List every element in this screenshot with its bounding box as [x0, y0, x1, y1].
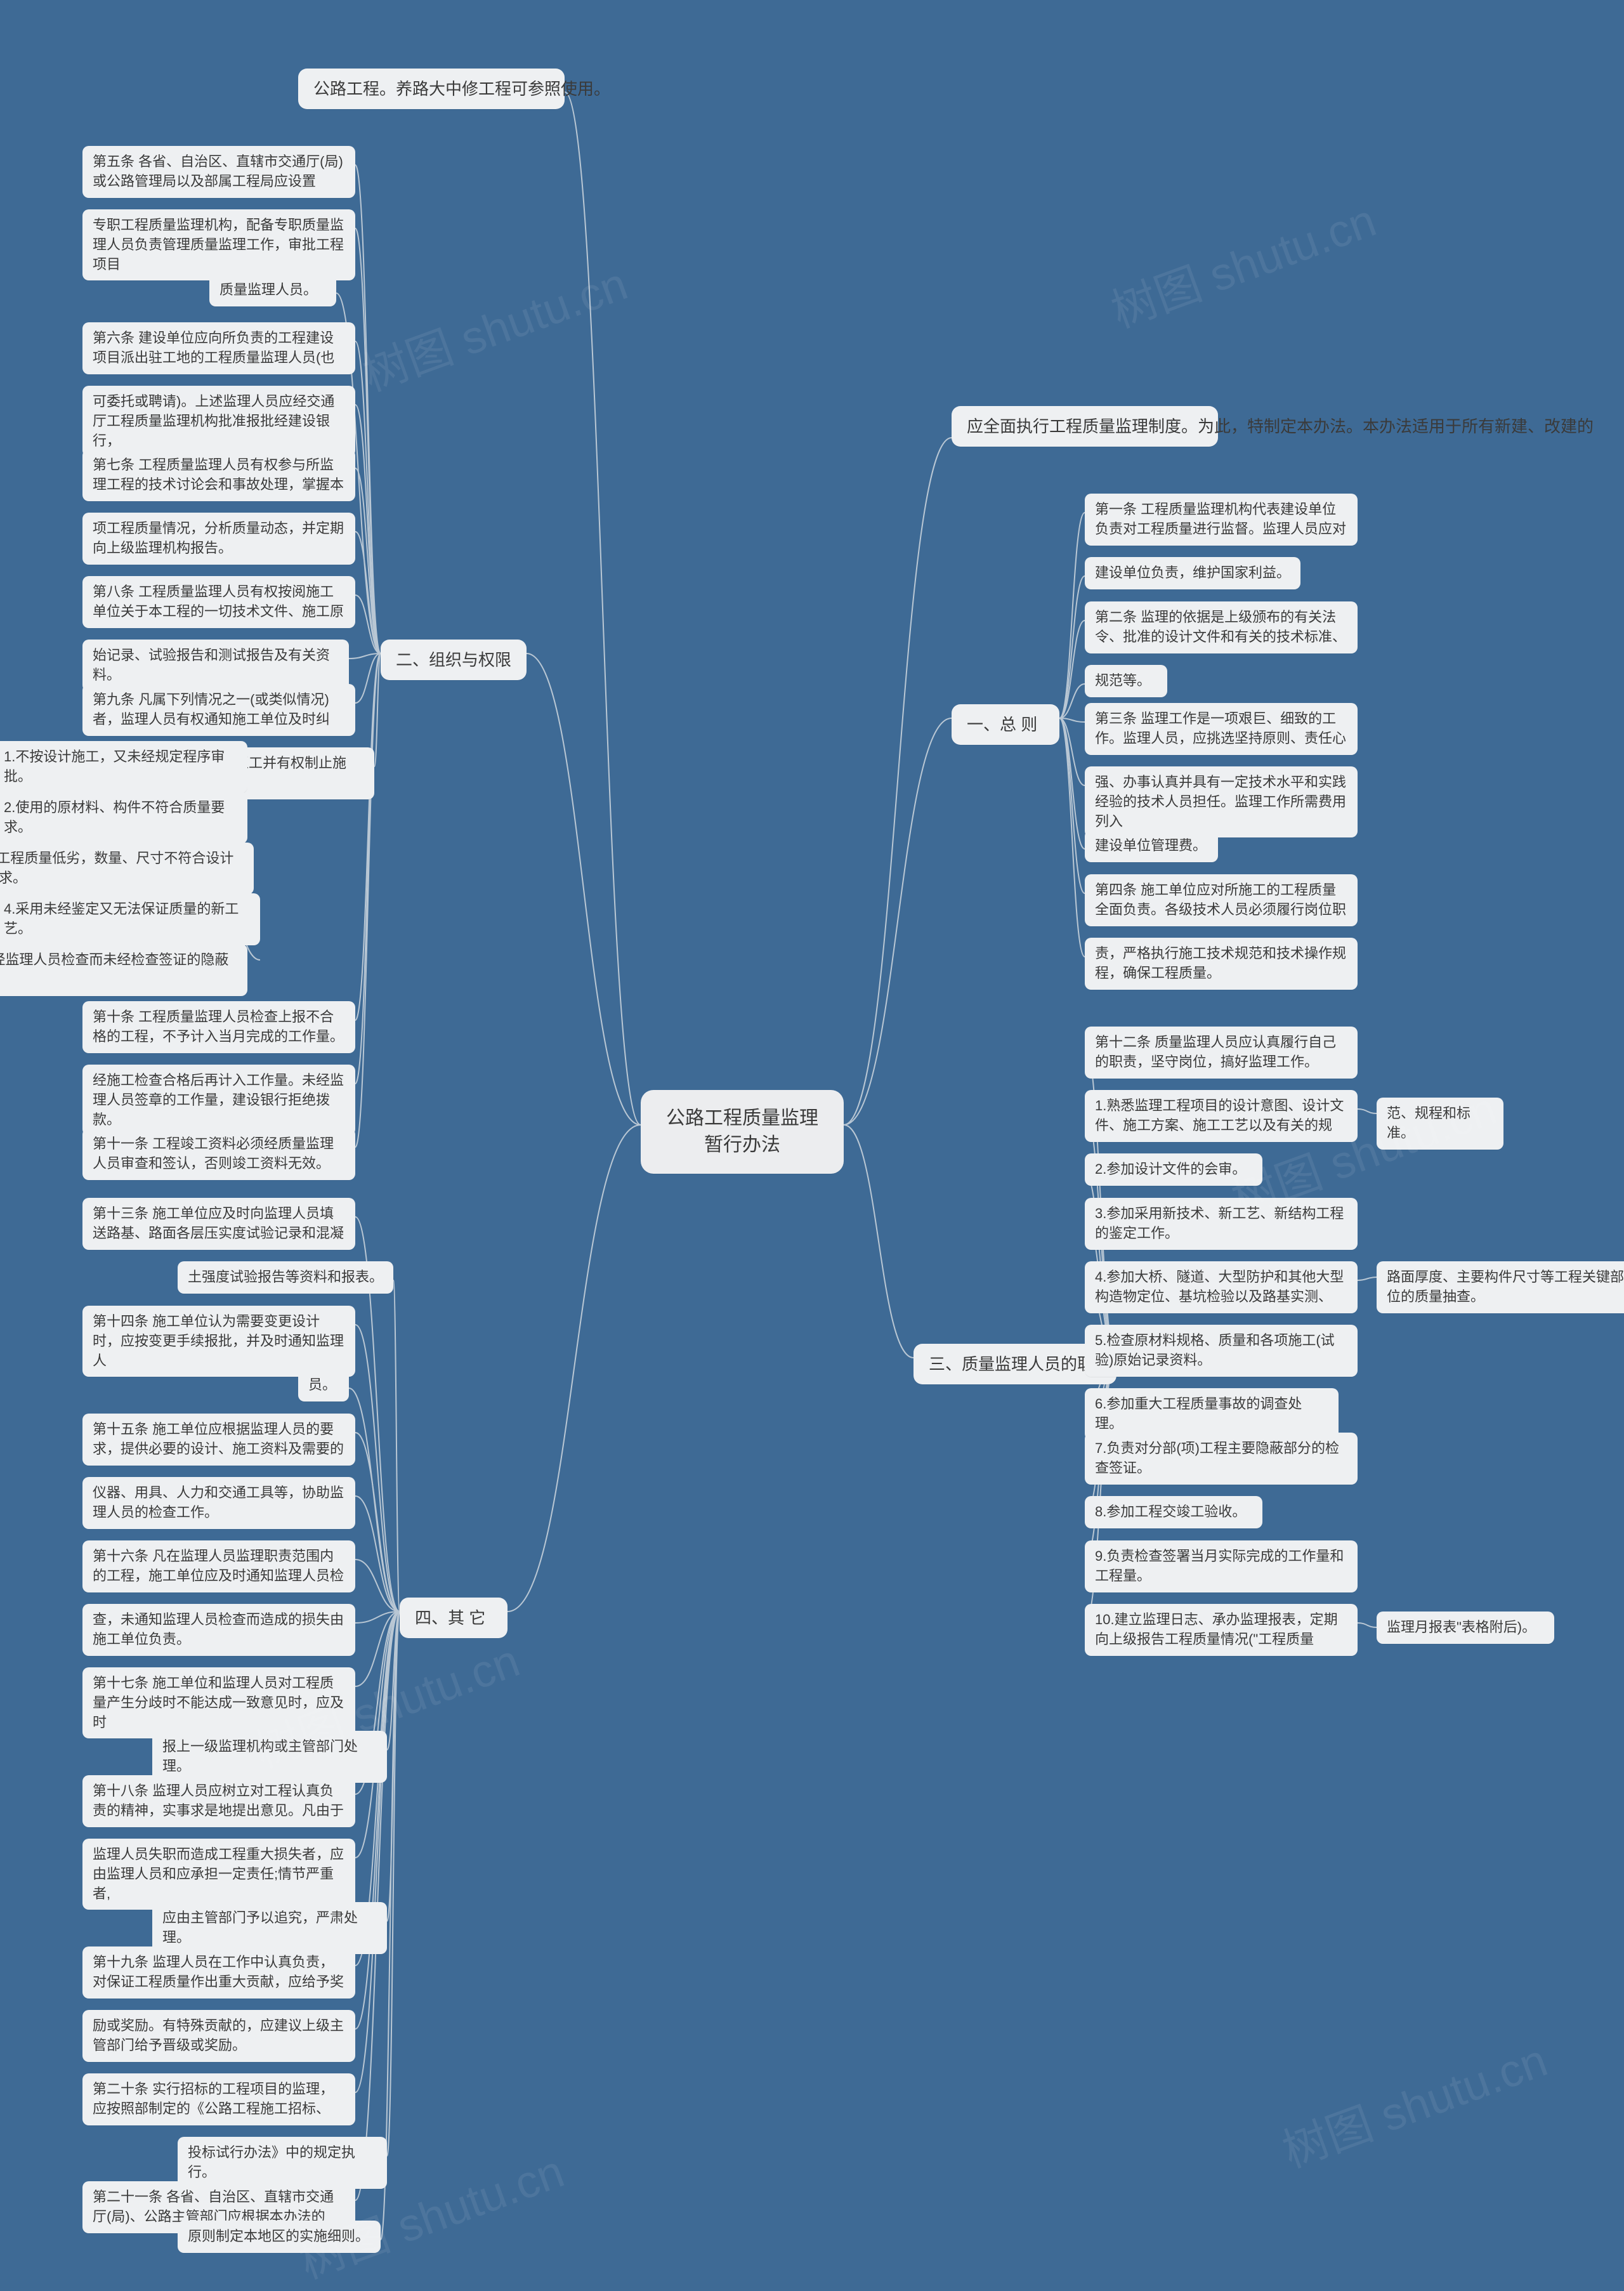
- b3-extra-0: 范、规程和标准。: [1377, 1098, 1503, 1150]
- b1-node-5: 强、办事认真并具有一定技术水平和实践经验的技术人员担任。监理工作所需费用列入: [1085, 766, 1358, 837]
- b1-node-0: 第一条 工程质量监理机构代表建设单位负责对工程质量进行监督。监理人员应对: [1085, 494, 1358, 546]
- b4-node-0: 第十三条 施工单位应及时向监理人员填送路基、路面各层压实度试验记录和混凝: [82, 1198, 355, 1250]
- b2-node-5: 第七条 工程质量监理人员有权参与所监理工程的技术讨论会和事故处理，掌握本: [82, 449, 355, 501]
- b3-node-5: 5.检查原材料规格、质量和各项施工(试验)原始记录资料。: [1085, 1325, 1358, 1377]
- b4-node-2: 第十四条 施工单位认为需要变更设计时，应按变更手续报批，并及时通知监理人: [82, 1306, 355, 1377]
- b2-node-0: 第五条 各省、自治区、直辖市交通厅(局)或公路管理局以及部属工程局应设置: [82, 146, 355, 198]
- b2-node-2: 质量监理人员。: [209, 274, 336, 306]
- b3-node-4: 4.参加大桥、隧道、大型防护和其他大型构造物定位、基坑检验以及路基实测、: [1085, 1261, 1358, 1313]
- b3-node-3: 3.参加采用新技术、新工艺、新结构工程的鉴定工作。: [1085, 1198, 1358, 1250]
- b4-node-14: 励或奖励。有特殊贡献的，应建议上级主管部门给予晋级或奖励。: [82, 2010, 355, 2062]
- b3-node-9: 9.负责检查签署当月实际完成的工作量和工程量。: [1085, 1540, 1358, 1592]
- b4-node-13: 第十九条 监理人员在工作中认真负责，对保证工程质量作出重大贡献，应给予奖: [82, 1946, 355, 1999]
- watermark: 树图 shutu.cn: [1101, 183, 1384, 341]
- b2-sub-4: 5.应经监理人员检查而未经检查签证的隐蔽工程。: [0, 944, 247, 996]
- branch-b_r_top: 应全面执行工程质量监理制度。为此，特制定本办法。本办法适用于所有新建、改建的: [952, 406, 1218, 447]
- b2-sub-3: 4.采用未经鉴定又无法保证质量的新工艺。: [0, 893, 260, 945]
- b2-node-7: 第八条 工程质量监理人员有权按阅施工单位关于本工程的一切技术文件、施工原: [82, 576, 355, 628]
- b4-node-10: 第十八条 监理人员应树立对工程认真负责的精神，实事求是地提出意见。凡由于: [82, 1775, 355, 1827]
- b1-node-6: 建设单位管理费。: [1085, 830, 1218, 862]
- b3-node-1: 1.熟悉监理工程项目的设计意图、设计文件、施工方案、施工工艺以及有关的规: [1085, 1090, 1358, 1142]
- b2-node-3: 第六条 建设单位应向所负责的工程建设项目派出驻工地的工程质量监理人员(也: [82, 322, 355, 374]
- b4-node-5: 仪器、用具、人力和交通工具等，协助监理人员的检查工作。: [82, 1477, 355, 1529]
- b3-node-7: 7.负责对分部(项)工程主要隐蔽部分的检查签证。: [1085, 1433, 1358, 1485]
- b1-node-4: 第三条 监理工作是一项艰巨、细致的工作。监理人员，应挑选坚持原则、责任心: [1085, 703, 1358, 755]
- b1-node-3: 规范等。: [1085, 665, 1167, 697]
- b1-node-1: 建设单位负责，维护国家利益。: [1085, 557, 1300, 589]
- b4-node-3: 员。: [298, 1369, 349, 1402]
- branch-b1: 一、总 则: [952, 704, 1059, 745]
- b4-node-4: 第十五条 施工单位应根据监理人员的要求，提供必要的设计、施工资料及需要的: [82, 1414, 355, 1466]
- b2-node-1: 专职工程质量监理机构，配备专职质量监理人员负责管理质量监理工作，审批工程项目: [82, 209, 355, 280]
- b2-sub-2: 3.工程质量低劣，数量、尺寸不符合设计要求。: [0, 843, 254, 895]
- b3-node-10: 10.建立监理日志、承办监理报表，定期向上级报告工程质量情况("工程质量: [1085, 1604, 1358, 1656]
- b2-node-4: 可委托或聘请)。上述监理人员应经交通厅工程质量监理机构批准报批经建设银行，: [82, 386, 355, 457]
- center-node: 公路工程质量监理暂行办法: [641, 1090, 844, 1174]
- b4-node-7: 查，未通知监理人员检查而造成的损失由施工单位负责。: [82, 1604, 355, 1656]
- b4-node-18: 原则制定本地区的实施细则。: [178, 2221, 381, 2253]
- b4-node-8: 第十七条 施工单位和监理人员对工程质量产生分歧时不能达成一致意见时，应及时: [82, 1667, 355, 1738]
- b2-sub-1: 2.使用的原材料、构件不符合质量要求。: [0, 792, 247, 844]
- b2-node-12: 经施工检查合格后再计入工作量。未经监理人员签章的工作量，建设银行拒绝拨款。: [82, 1065, 355, 1136]
- b2-node-6: 项工程质量情况，分析质量动态，并定期向上级监理机构报告。: [82, 513, 355, 565]
- b3-node-0: 第十二条 质量监理人员应认真履行自己的职责，坚守岗位，搞好监理工作。: [1085, 1027, 1358, 1079]
- watermark: 树图 shutu.cn: [1272, 2023, 1555, 2181]
- b4-node-15: 第二十条 实行招标的工程项目的监理，应按照部制定的《公路工程施工招标、: [82, 2073, 355, 2125]
- b1-node-7: 第四条 施工单位应对所施工的工程质量全面负责。各级技术人员必须履行岗位职: [1085, 874, 1358, 926]
- b3-extra-1: 路面厚度、主要构件尺寸等工程关键部位的质量抽查。: [1377, 1261, 1624, 1313]
- b3-node-8: 8.参加工程交竣工验收。: [1085, 1496, 1262, 1528]
- branch-b_top: 公路工程。养路大中修工程可参照使用。: [298, 69, 565, 109]
- b4-node-6: 第十六条 凡在监理人员监理职责范围内的工程，施工单位应及时通知监理人员检: [82, 1540, 355, 1592]
- b1-node-2: 第二条 监理的依据是上级颁布的有关法令、批准的设计文件和有关的技术标准、: [1085, 601, 1358, 653]
- b2-sub-0: 1.不按设计施工，又未经规定程序审批。: [0, 741, 247, 793]
- b2-node-9: 第九条 凡属下列情况之一(或类似情况)者，监理人员有权通知施工单位及时纠: [82, 684, 355, 736]
- b2-node-11: 第十条 工程质量监理人员检查上报不合格的工程，不予计入当月完成的工作量。: [82, 1001, 355, 1053]
- branch-b2: 二、组织与权限: [381, 640, 527, 680]
- b4-node-1: 土强度试验报告等资料和报表。: [178, 1261, 393, 1294]
- b2-node-13: 第十一条 工程竣工资料必须经质量监理人员审查和签认，否则竣工资料无效。: [82, 1128, 355, 1180]
- branch-b4: 四、其 它: [400, 1598, 508, 1638]
- b3-node-2: 2.参加设计文件的会审。: [1085, 1153, 1262, 1186]
- watermark: 树图 shutu.cn: [352, 247, 635, 404]
- b3-extra-2: 监理月报表"表格附后)。: [1377, 1612, 1554, 1644]
- b1-node-8: 责，严格执行施工技术规范和技术操作规程，确保工程质量。: [1085, 938, 1358, 990]
- b4-node-11: 监理人员失职而造成工程重大损失者，应由监理人员和应承担一定责任;情节严重者,: [82, 1839, 355, 1910]
